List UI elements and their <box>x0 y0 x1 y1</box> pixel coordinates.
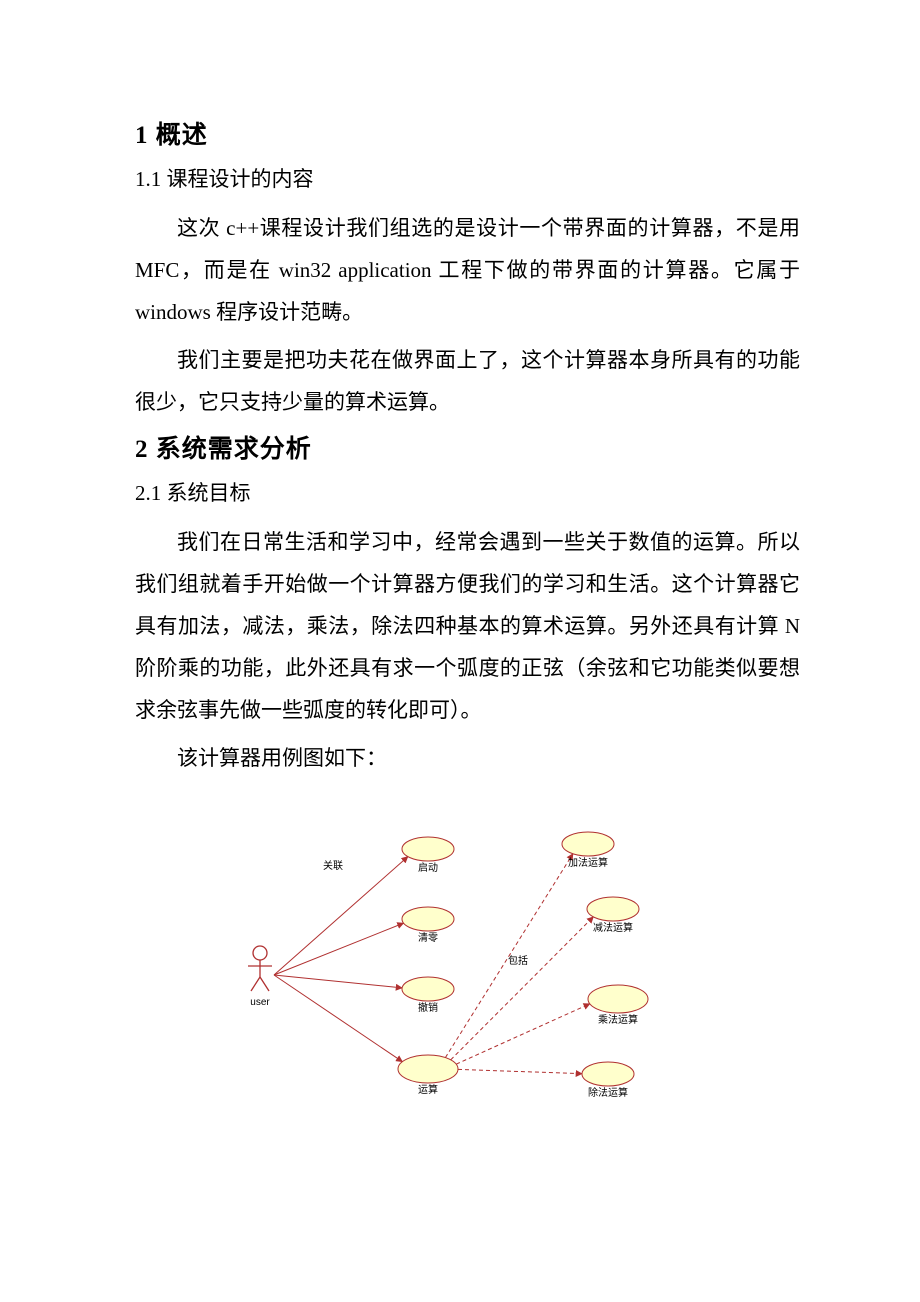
use-case-label: 乘法运算 <box>598 1013 638 1026</box>
use-case-node <box>402 907 454 931</box>
use-case-label: 除法运算 <box>588 1086 628 1099</box>
use-case-label: 加法运算 <box>568 856 608 869</box>
use-case-node <box>587 897 639 921</box>
use-case-node <box>588 985 648 1013</box>
use-case-label: 启动 <box>418 861 438 874</box>
use-case-svg: user 启动清零撤销运算 加法运算减法运算乘法运算除法运算 关联包括 <box>218 809 718 1119</box>
paragraph: 我们在日常生活和学习中，经常会遇到一些关于数值的运算。所以我们组就着手开始做一个… <box>135 521 800 731</box>
use-case-label: 减法运算 <box>593 921 633 934</box>
use-case-node <box>398 1055 458 1083</box>
association-edge <box>274 975 402 988</box>
heading-2-requirements: 2 系统需求分析 <box>135 429 800 465</box>
use-case-node <box>402 837 454 861</box>
use-case-label: 撤销 <box>418 1001 438 1014</box>
include-edge <box>450 917 593 1060</box>
paragraph: 该计算器用例图如下： <box>135 737 800 779</box>
heading-1-1: 1.1 课程设计的内容 <box>135 163 800 193</box>
use-case-node <box>562 832 614 856</box>
diagram-annotation: 包括 <box>508 954 528 967</box>
use-case-label: 清零 <box>418 931 438 944</box>
include-edge <box>457 1069 581 1073</box>
use-case-diagram: user 启动清零撤销运算 加法运算减法运算乘法运算除法运算 关联包括 <box>135 809 800 1119</box>
association-edge <box>274 975 402 1062</box>
use-case-label: 运算 <box>418 1083 438 1096</box>
use-case-node <box>582 1062 634 1086</box>
document-page: 1 概述 1.1 课程设计的内容 这次 c++课程设计我们组选的是设计一个带界面… <box>0 0 920 1179</box>
actor-icon <box>248 946 272 991</box>
actor-label: user <box>250 997 270 1008</box>
use-case-node <box>402 977 454 1001</box>
association-edge <box>274 857 408 975</box>
paragraph: 这次 c++课程设计我们组选的是设计一个带界面的计算器，不是用 MFC，而是在 … <box>135 207 800 333</box>
association-edge <box>274 923 404 975</box>
diagram-annotation: 关联 <box>323 859 343 872</box>
heading-2-1: 2.1 系统目标 <box>135 477 800 507</box>
paragraph: 我们主要是把功夫花在做界面上了，这个计算器本身所具有的功能很少，它只支持少量的算… <box>135 339 800 423</box>
heading-1-overview: 1 概述 <box>135 115 800 151</box>
